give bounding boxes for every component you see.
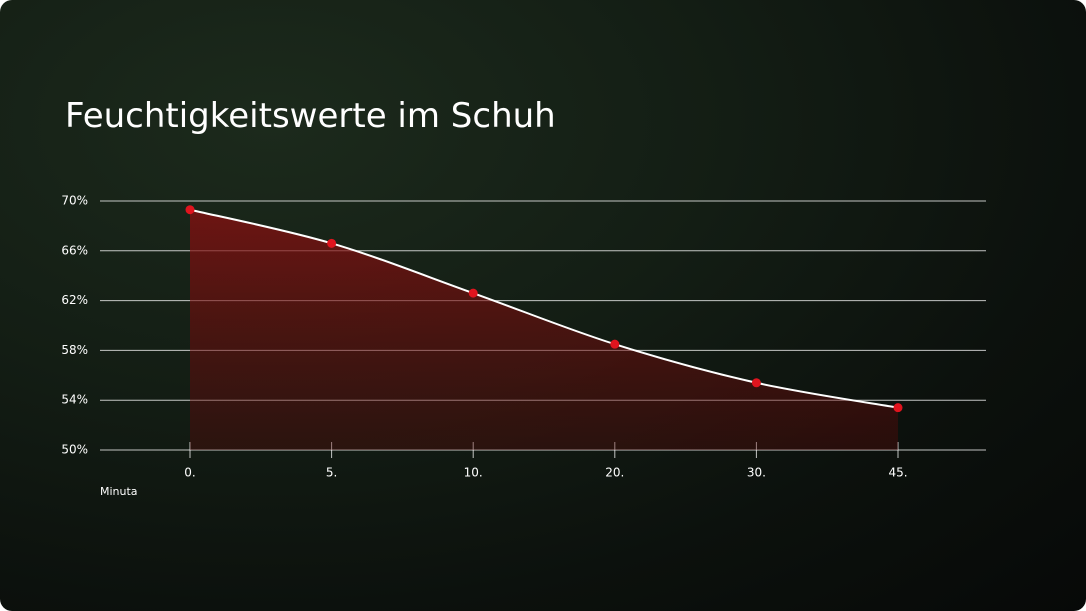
point <box>751 378 761 388</box>
chart-title: Feuchtigkeitswerte im Schuh <box>65 96 556 136</box>
x-tick-label: 45. <box>888 466 907 480</box>
x-tick-label: 30. <box>747 466 766 480</box>
x-tick-label: 0. <box>184 466 195 480</box>
x-tick-label: 5. <box>326 466 337 480</box>
y-tick-label: 70% <box>61 194 88 208</box>
y-tick-label: 58% <box>61 343 88 357</box>
area <box>190 209 898 450</box>
x-axis-label: Minuta <box>100 485 138 498</box>
y-tick-label: 62% <box>61 293 88 307</box>
line <box>189 208 899 409</box>
point <box>468 288 478 298</box>
x-tick-label: 10. <box>464 466 483 480</box>
point <box>610 339 620 349</box>
x-tick-label: 20. <box>605 466 624 480</box>
y-tick-label: 66% <box>61 243 88 257</box>
point <box>893 403 903 413</box>
point <box>327 238 337 248</box>
point <box>185 205 195 215</box>
y-tick-label: 54% <box>61 393 88 407</box>
y-tick-label: 50% <box>61 443 88 457</box>
